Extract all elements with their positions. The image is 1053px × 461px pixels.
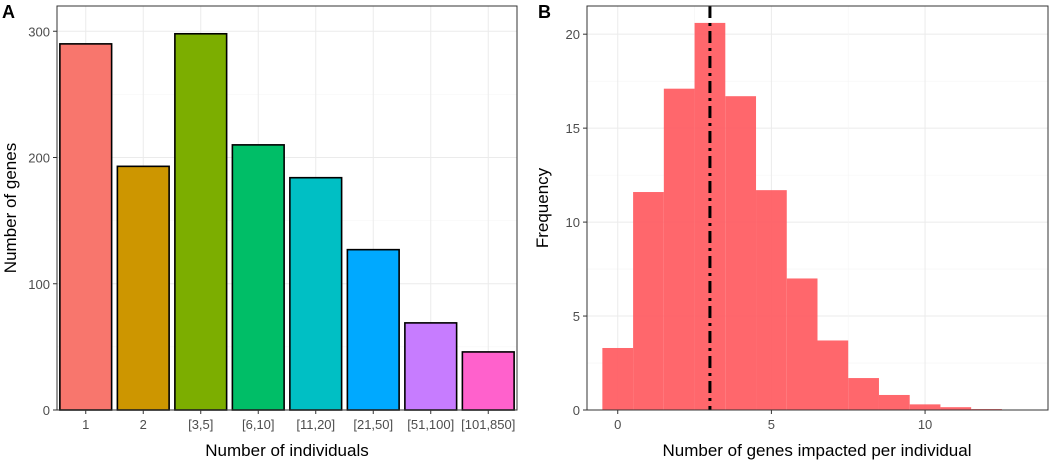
y-tick-label: 15 — [566, 121, 580, 136]
panel-a-x-axis: 1 2 [3,5] [6,10] [11,20] [21,50] [51,100] [101,… — [82, 410, 515, 432]
panel-a-plot-border — [56, 5, 518, 411]
panel-a-x-axis-title: Number of individuals — [205, 441, 368, 460]
x-tick-label: 1 — [82, 417, 89, 432]
bar-8 — [461, 351, 515, 411]
x-tick-label: 2 — [140, 417, 147, 432]
x-tick-label: [101,850] — [461, 417, 515, 432]
panel-a-bars — [59, 32, 515, 411]
panel-b-label: B — [538, 2, 551, 22]
x-tick-label: 10 — [918, 417, 932, 432]
y-tick-label: 0 — [573, 403, 580, 418]
y-tick-label: 5 — [573, 309, 580, 324]
x-tick-label: 5 — [768, 417, 775, 432]
panel-a-y-axis-title: Number of genes — [1, 143, 20, 273]
histogram-bin-11 — [909, 404, 941, 410]
histogram-bin-7 — [786, 278, 818, 410]
bar-2 — [116, 165, 170, 411]
x-tick-label: 0 — [614, 417, 621, 432]
histogram-bin-8 — [817, 340, 849, 410]
panel-b-x-axis-title: Number of genes impacted per individual — [662, 441, 971, 460]
histogram-bin-12 — [940, 407, 972, 410]
histogram-bin-5 — [725, 96, 757, 411]
bar-4 — [231, 144, 285, 411]
x-tick-label: [3,5] — [188, 417, 213, 432]
panel-b-x-axis: 0 5 10 — [614, 410, 932, 432]
histogram-bin-2 — [633, 192, 664, 410]
panel-b-chart: B 0 5 10 15 20 0 5 10 Number of genes impacted… — [533, 2, 1049, 460]
y-tick-label: 0 — [43, 403, 50, 418]
x-tick-label: [11,20] — [296, 417, 335, 432]
y-tick-label: 20 — [566, 27, 580, 42]
panel-b-y-axis: 0 5 10 15 20 — [566, 27, 587, 418]
panel-b-y-axis-title: Frequency — [533, 167, 552, 248]
histogram-bin-1 — [602, 347, 634, 410]
x-tick-label: [6,10] — [242, 417, 275, 432]
x-tick-label: [21,50] — [353, 417, 393, 432]
histogram-bin-10 — [878, 394, 910, 410]
histogram-bin-9 — [848, 378, 879, 410]
x-tick-label: [51,100] — [407, 417, 454, 432]
bar-1 — [59, 43, 113, 411]
panel-b-plot-border — [586, 5, 1049, 411]
y-tick-label: 10 — [566, 215, 580, 230]
panel-a-y-axis: 0 100 200 300 — [28, 24, 57, 418]
bar-3 — [174, 32, 228, 411]
y-tick-label: 200 — [28, 151, 50, 166]
bar-7 — [404, 322, 458, 411]
panel-a-label: A — [2, 2, 15, 22]
bar-6 — [346, 248, 400, 411]
histogram-bin-6 — [756, 190, 787, 410]
panel-a-chart: A 0 100 200 300 1 2 [3,5] [6,10] [11,20] [21,50]… — [1, 2, 518, 460]
y-tick-label: 300 — [28, 24, 50, 39]
y-tick-label: 100 — [28, 277, 50, 292]
histogram-bin-3 — [663, 88, 695, 410]
bar-5 — [289, 176, 343, 411]
